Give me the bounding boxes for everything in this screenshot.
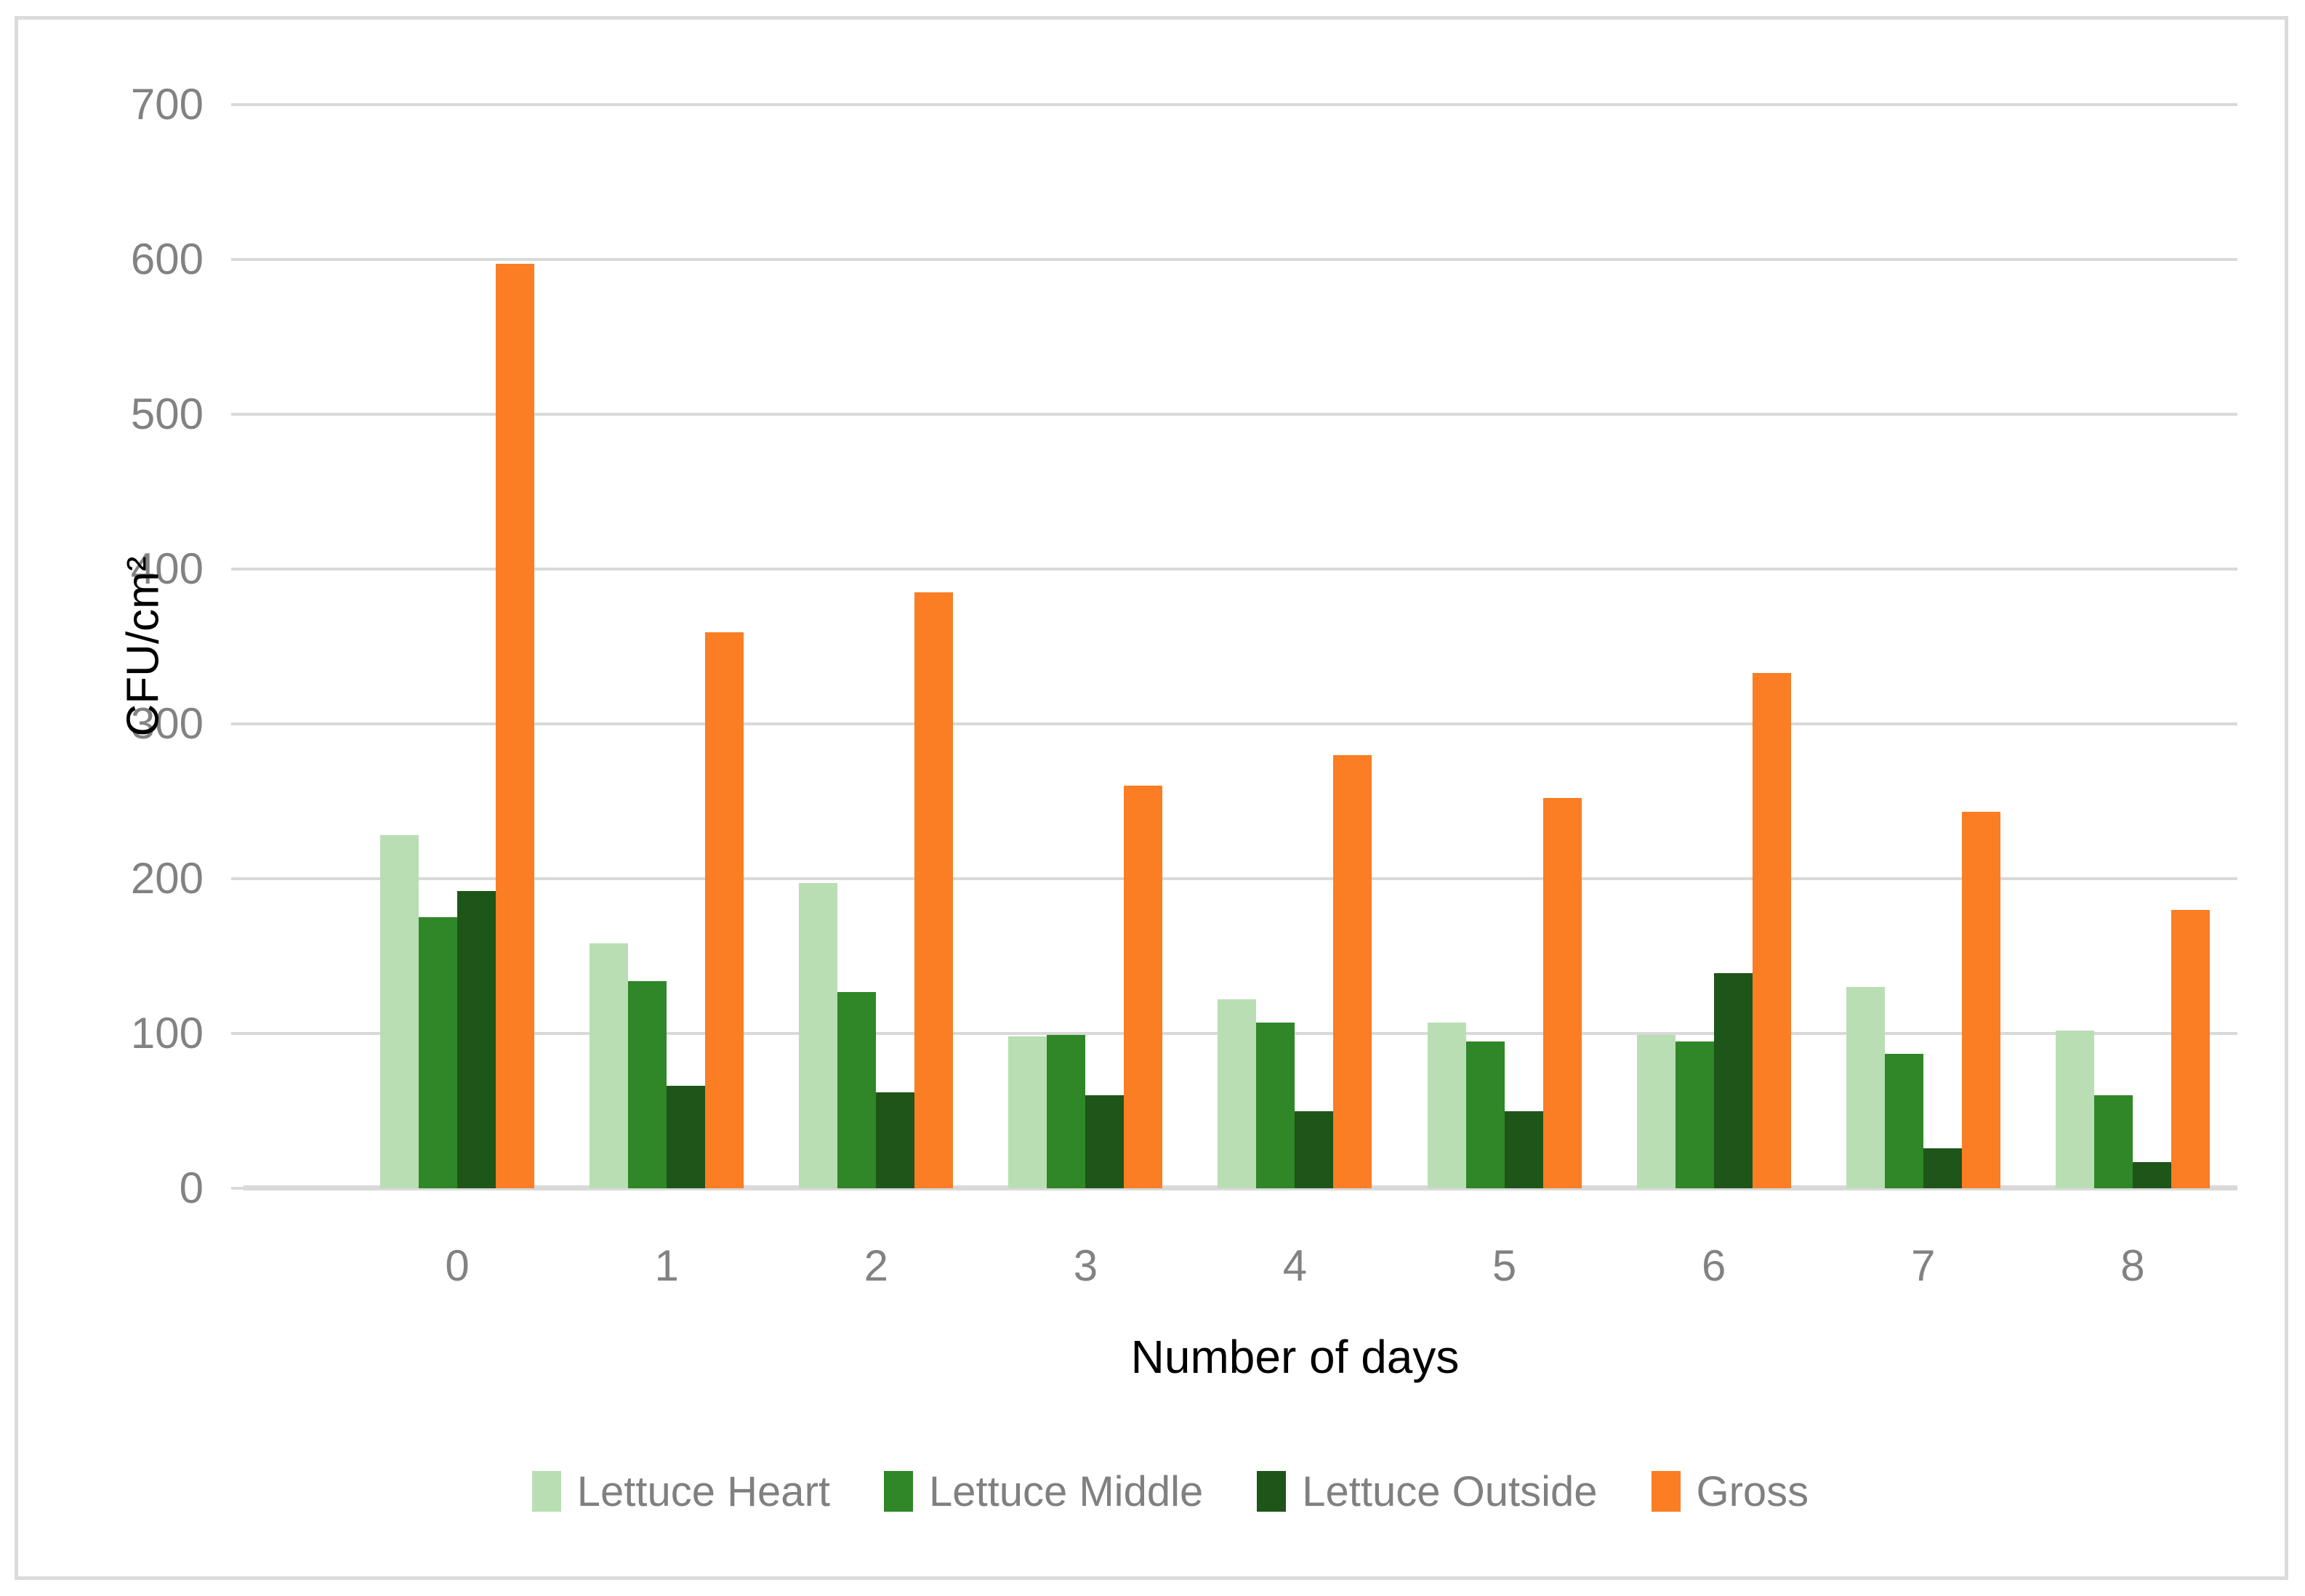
legend-swatch-gross xyxy=(1651,1471,1681,1512)
x-tick-label-1: 1 xyxy=(654,1241,679,1290)
x-axis-title: Number of days xyxy=(1130,1331,1460,1383)
legend-label-lettuce-middle: Lettuce Middle xyxy=(929,1467,1204,1515)
bar-gross-day-3 xyxy=(1124,786,1163,1188)
legend: Lettuce Heart Lettuce Middle Lettuce Outsi… xyxy=(62,1459,2279,1524)
bar-group-day-2 xyxy=(771,105,981,1188)
legend-item-lettuce-outside: Lettuce Outside xyxy=(1257,1467,1598,1516)
y-axis-title-box: CFU/cm² xyxy=(100,105,187,1188)
y-tick-600 xyxy=(231,258,244,261)
x-axis-tick-labels: 0 1 2 3 4 5 6 7 8 xyxy=(353,1233,2237,1299)
bar-gross-day-2 xyxy=(914,592,954,1188)
y-tick-100 xyxy=(231,1032,244,1035)
bar-gross-day-1 xyxy=(705,632,744,1188)
bar-gross-day-4 xyxy=(1333,754,1372,1188)
bar-lettuce-heart-day-5 xyxy=(1427,1023,1466,1188)
bar-lettuce-heart-day-3 xyxy=(1008,1036,1047,1188)
y-tick-label-300: 300 xyxy=(130,699,204,748)
y-tick-300 xyxy=(231,722,244,725)
x-tick-label-6: 6 xyxy=(1702,1241,1726,1290)
gridline-500 xyxy=(244,413,2237,416)
plot-bars xyxy=(353,105,2237,1188)
bar-lettuce-outside-day-3 xyxy=(1085,1095,1125,1188)
y-tick-label-0: 0 xyxy=(179,1164,204,1212)
legend-label-lettuce-outside: Lettuce Outside xyxy=(1302,1467,1598,1515)
bar-lettuce-middle-day-8 xyxy=(2093,1095,2133,1188)
bar-gross-day-0 xyxy=(496,264,535,1188)
x-tick-label-7: 7 xyxy=(1911,1241,1936,1290)
y-tick-label-700: 700 xyxy=(130,80,204,129)
bar-lettuce-outside-day-6 xyxy=(1713,972,1753,1188)
bar-lettuce-outside-day-4 xyxy=(1295,1111,1334,1188)
bar-lettuce-outside-day-0 xyxy=(457,891,496,1188)
bar-lettuce-outside-day-1 xyxy=(667,1086,706,1188)
bar-lettuce-middle-day-6 xyxy=(1675,1041,1714,1188)
y-tick-400 xyxy=(231,568,244,571)
y-tick-500 xyxy=(231,413,244,416)
bar-lettuce-outside-day-5 xyxy=(1504,1111,1543,1188)
gridline-300 xyxy=(244,722,2237,725)
bar-gross-day-5 xyxy=(1542,798,1582,1188)
x-tick-label-3: 3 xyxy=(1073,1241,1098,1290)
bar-gross-day-7 xyxy=(1961,812,2000,1188)
bar-lettuce-middle-day-4 xyxy=(1256,1023,1295,1188)
y-tick-label-500: 500 xyxy=(130,390,204,438)
bar-lettuce-heart-day-1 xyxy=(590,943,629,1188)
bar-lettuce-outside-day-8 xyxy=(2132,1161,2171,1188)
bar-group-day-5 xyxy=(1400,105,1609,1188)
x-tick-label-5: 5 xyxy=(1492,1241,1517,1290)
bar-lettuce-heart-day-0 xyxy=(380,835,419,1188)
y-tick-label-400: 400 xyxy=(130,544,204,593)
legend-item-lettuce-heart: Lettuce Heart xyxy=(531,1467,830,1516)
legend-swatch-lettuce-heart xyxy=(531,1471,561,1512)
bar-lettuce-middle-day-1 xyxy=(628,980,667,1188)
bar-lettuce-heart-day-6 xyxy=(1636,1035,1676,1188)
bar-group-day-3 xyxy=(981,105,1190,1188)
y-tick-label-600: 600 xyxy=(130,235,204,283)
x-tick-label-2: 2 xyxy=(864,1241,888,1290)
bar-group-day-6 xyxy=(1609,105,1819,1188)
bar-lettuce-middle-day-2 xyxy=(837,991,877,1188)
y-tick-0 xyxy=(231,1187,244,1190)
bar-gross-day-6 xyxy=(1752,672,1791,1188)
bar-lettuce-heart-day-4 xyxy=(1218,999,1257,1188)
bar-lettuce-heart-day-2 xyxy=(799,883,838,1188)
y-tick-label-100: 100 xyxy=(130,1009,204,1057)
bar-lettuce-outside-day-7 xyxy=(1923,1148,1962,1188)
bar-lettuce-outside-day-2 xyxy=(876,1092,915,1188)
bar-gross-day-8 xyxy=(2171,909,2210,1188)
y-tick-label-200: 200 xyxy=(130,854,204,903)
legend-item-lettuce-middle: Lettuce Middle xyxy=(884,1467,1203,1516)
bar-group-day-7 xyxy=(1819,105,2028,1188)
gridline-200 xyxy=(244,877,2237,880)
x-tick-label-0: 0 xyxy=(445,1241,470,1290)
legend-swatch-lettuce-middle xyxy=(884,1471,913,1512)
bar-group-day-0 xyxy=(353,105,562,1188)
chart-frame: 0 100 200 300 400 500 600 700 CFU/cm² 0 1 2 3 4 5 6 7 8… xyxy=(15,16,2288,1580)
legend-swatch-lettuce-outside xyxy=(1257,1471,1287,1512)
y-axis-tick-labels: 0 100 200 300 400 500 600 700 xyxy=(84,80,204,1212)
bar-lettuce-middle-day-5 xyxy=(1465,1041,1505,1188)
bar-lettuce-middle-day-7 xyxy=(1884,1053,1923,1188)
bar-group-day-1 xyxy=(562,105,771,1188)
bar-lettuce-heart-day-7 xyxy=(1846,987,1885,1188)
legend-item-gross: Gross xyxy=(1651,1467,1809,1516)
bar-lettuce-middle-day-3 xyxy=(1047,1035,1086,1188)
bar-group-day-8 xyxy=(2028,105,2237,1188)
gridline-400 xyxy=(244,568,2237,571)
legend-label-gross: Gross xyxy=(1696,1467,1809,1515)
bar-group-day-4 xyxy=(1190,105,1399,1188)
bar-lettuce-heart-day-8 xyxy=(2055,1030,2094,1188)
gridline-600 xyxy=(244,258,2237,261)
plot-area xyxy=(231,103,2237,1190)
x-tick-label-4: 4 xyxy=(1282,1241,1308,1290)
gridline-700 xyxy=(244,103,2237,106)
legend-label-lettuce-heart: Lettuce Heart xyxy=(576,1467,830,1515)
y-tick-200 xyxy=(231,877,244,880)
y-tick-700 xyxy=(231,103,244,106)
x-tick-label-8: 8 xyxy=(2120,1241,2145,1290)
y-axis-title: CFU/cm² xyxy=(118,556,169,737)
bar-lettuce-middle-day-0 xyxy=(419,917,458,1188)
